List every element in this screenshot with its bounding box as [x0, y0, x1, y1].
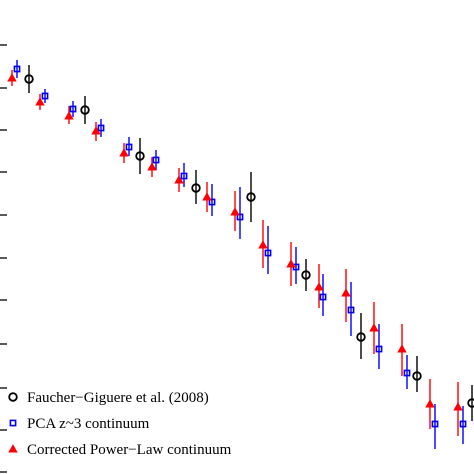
- pca-point: [264, 249, 272, 257]
- pca-point: [459, 420, 467, 428]
- legend-entry-corrected-power-law: Corrected Power−Law continuum: [8, 442, 232, 458]
- corrected-power-law-point: [341, 288, 351, 297]
- corrected-power-law-point: [147, 162, 157, 171]
- faucher-giguere-point: [80, 105, 90, 115]
- pca-point: [125, 143, 133, 151]
- corrected-power-law-point: [174, 175, 184, 184]
- corrected-power-law-point: [286, 259, 296, 268]
- corrected-power-law-point: [453, 402, 463, 411]
- pca-point: [319, 293, 327, 301]
- corrected-power-law-point: [64, 111, 74, 120]
- legend-marker-symbol: [8, 444, 18, 453]
- pca-point: [13, 65, 21, 73]
- pca-point: [347, 306, 355, 314]
- pca-point: [375, 345, 383, 353]
- legend-entry-faucher-giguere: Faucher−Giguere et al. (2008): [8, 390, 209, 406]
- pca-point: [180, 172, 188, 180]
- y-axis-ticks: [0, 44, 7, 473]
- corrected-power-law-point: [425, 399, 435, 408]
- corrected-power-law-point: [119, 148, 129, 157]
- faucher-giguere-point: [191, 183, 201, 193]
- corrected-power-law-point: [35, 97, 45, 106]
- faucher-giguere-point: [412, 371, 422, 381]
- corrected-power-law-point: [7, 73, 17, 82]
- legend-entry-pca: PCA z~3 continuum: [9, 416, 150, 432]
- corrected-power-law-point: [369, 323, 379, 332]
- pca-point: [152, 156, 160, 164]
- legend-marker-symbol: [8, 392, 18, 402]
- pca-point: [69, 105, 77, 113]
- faucher-giguere-point: [356, 332, 366, 342]
- corrected-power-law-point: [91, 126, 101, 135]
- pca-point: [97, 124, 105, 132]
- faucher-giguere-point: [467, 398, 474, 408]
- corrected-power-law-point: [202, 192, 212, 201]
- corrected-power-law-point: [230, 207, 240, 216]
- faucher-giguere-point: [135, 151, 145, 161]
- pca-point: [431, 420, 439, 428]
- legend-marker-square: [9, 419, 17, 427]
- legend-marker-circle: [8, 392, 18, 402]
- data-markers: [7, 65, 474, 428]
- legend-marker-symbol: [9, 419, 17, 427]
- faucher-giguere-point: [301, 270, 311, 280]
- corrected-power-law-point: [314, 282, 324, 291]
- faucher-giguere-point: [24, 74, 34, 84]
- legend-label: PCA z~3 continuum: [27, 416, 150, 432]
- pca-point: [208, 198, 216, 206]
- legend-label: Corrected Power−Law continuum: [27, 442, 232, 458]
- pca-point: [403, 369, 411, 377]
- pca-point: [41, 92, 49, 100]
- legend-marker-triangle: [8, 444, 18, 453]
- corrected-power-law-point: [258, 240, 268, 249]
- legend-label: Faucher−Giguere et al. (2008): [27, 390, 209, 406]
- legend: Faucher−Giguere et al. (2008) PCA z~3 co…: [8, 390, 232, 458]
- faucher-giguere-point: [246, 192, 256, 202]
- corrected-power-law-point: [397, 344, 407, 353]
- pca-point: [236, 213, 244, 221]
